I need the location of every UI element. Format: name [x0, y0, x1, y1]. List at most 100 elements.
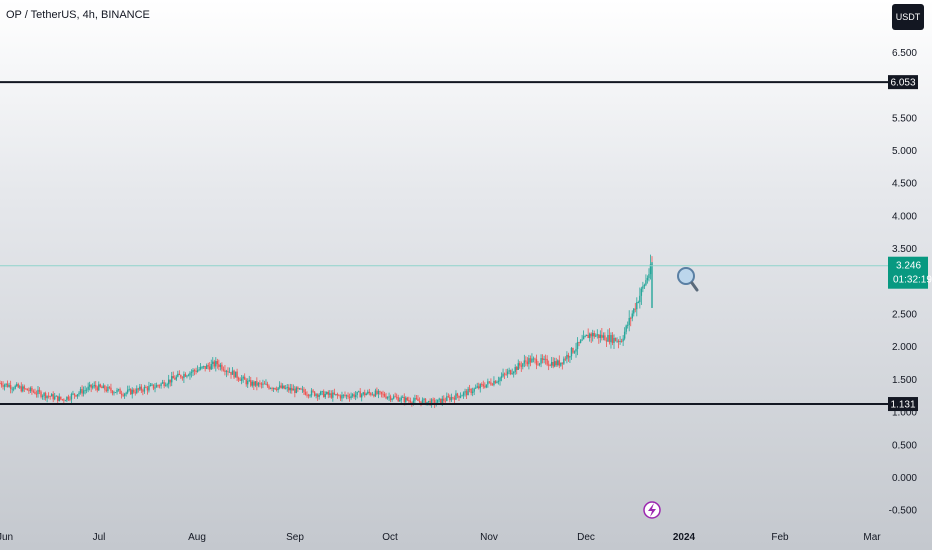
candle-body — [598, 334, 600, 338]
candle-body — [321, 391, 323, 392]
candle-body — [316, 394, 319, 397]
candle-body — [167, 379, 170, 385]
candle-body — [78, 392, 80, 395]
candle-body — [175, 376, 177, 380]
candle-body — [269, 388, 272, 389]
candle-body — [354, 394, 357, 398]
candle-body — [222, 369, 225, 371]
candle-body — [145, 387, 147, 388]
candle-body — [377, 391, 380, 395]
candle-body — [503, 373, 506, 375]
candle-body — [630, 317, 632, 319]
candle-body — [361, 394, 363, 398]
candle-body — [233, 370, 235, 378]
candle-body — [215, 361, 217, 367]
candle-body — [291, 387, 293, 391]
candle-body — [476, 386, 478, 388]
candle-body — [142, 390, 144, 392]
candle-body — [275, 389, 278, 391]
currency-button[interactable]: USDT — [892, 4, 924, 30]
price-tick: 5.000 — [892, 146, 917, 157]
candle-body — [560, 362, 562, 366]
time-tick: Jun — [0, 532, 13, 543]
candle-body — [558, 360, 560, 366]
candle-body — [6, 383, 9, 387]
candle-body — [262, 383, 264, 385]
candle-body — [552, 361, 554, 367]
candle-body — [183, 374, 185, 379]
candle-body — [640, 288, 643, 296]
candle-body — [122, 394, 124, 396]
candle-body — [643, 284, 646, 287]
candle-body — [9, 385, 12, 389]
candle-body — [330, 393, 333, 398]
icons-layer — [643, 267, 699, 519]
candle-body — [347, 395, 349, 397]
candle-body — [105, 389, 108, 391]
candle-body — [362, 392, 364, 395]
candle-body — [386, 397, 389, 399]
candle-body — [628, 317, 630, 325]
candle-body — [532, 358, 535, 360]
candle-body — [64, 400, 67, 402]
price-tick: 6.500 — [892, 48, 917, 59]
candle-body — [623, 331, 626, 339]
candle-body — [186, 375, 188, 377]
candle-body — [34, 391, 36, 394]
candle-body — [367, 391, 369, 394]
candle-body — [119, 389, 121, 394]
candle-body — [631, 313, 633, 319]
candle-body — [37, 389, 39, 394]
candle-body — [0, 383, 3, 386]
candle-body — [44, 393, 47, 399]
candle-body — [35, 393, 38, 395]
candle-body — [625, 325, 627, 332]
candle-body — [584, 335, 586, 337]
chart-title: OP / TetherUS, 4h, BINANCE — [6, 9, 150, 21]
candle-body — [148, 386, 150, 391]
candle-body — [271, 388, 273, 389]
candle-body — [201, 366, 203, 368]
candle-body — [41, 396, 44, 397]
time-tick: Feb — [771, 532, 789, 543]
candle-body — [239, 379, 241, 381]
candle-body — [117, 389, 120, 390]
candle-body — [137, 388, 140, 390]
candle-body — [82, 390, 85, 394]
candle-body — [212, 361, 214, 365]
candle-body — [462, 392, 465, 396]
candle-body — [608, 334, 611, 343]
candle-body — [304, 392, 307, 395]
candle-body — [205, 365, 208, 369]
price-axis: 6.500 5.500 5.000 4.500 4.000 3.500 2.500 2.000… — [889, 48, 918, 517]
candle-body — [52, 394, 54, 400]
candle-body — [588, 333, 591, 339]
candle-body — [245, 379, 247, 385]
candle-body — [126, 389, 129, 393]
candle-body — [329, 393, 331, 395]
candle-body — [531, 358, 533, 363]
lightning-icon[interactable] — [643, 501, 661, 519]
candle-body — [196, 370, 199, 373]
candle-body — [324, 394, 326, 398]
candle-body — [292, 388, 295, 391]
candle-body — [537, 364, 539, 366]
time-tick: Sep — [286, 532, 304, 543]
magnifier-icon[interactable] — [677, 267, 699, 292]
candle-body — [437, 399, 439, 403]
candle-body — [406, 397, 409, 401]
candle-body — [421, 399, 424, 404]
candle-body — [178, 373, 181, 376]
candle-body — [140, 386, 143, 391]
candle-body — [69, 399, 71, 401]
candle-body — [209, 366, 211, 370]
candle-body — [497, 380, 500, 382]
candle-body — [475, 387, 477, 389]
candle-body — [187, 375, 190, 377]
candle-body — [487, 381, 489, 385]
levels-layer — [0, 81, 888, 406]
candle-body — [85, 389, 88, 391]
candle-body — [412, 400, 415, 404]
time-tick: Dec — [577, 532, 595, 543]
